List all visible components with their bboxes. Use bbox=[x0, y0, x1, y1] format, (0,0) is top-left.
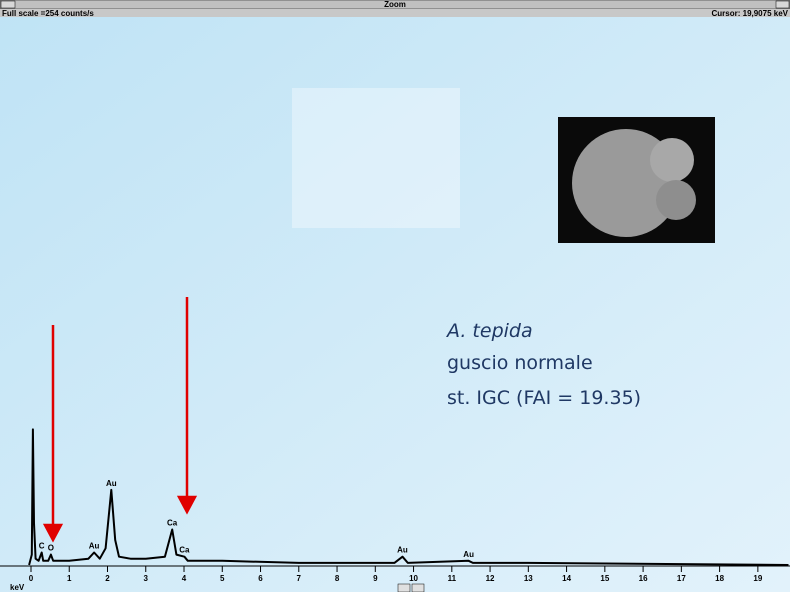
page: Zoom Full scale =254 counts/s Cursor: 19… bbox=[0, 0, 790, 592]
x-tick-label: 9 bbox=[373, 574, 378, 583]
x-tick-label: 19 bbox=[753, 574, 762, 583]
x-tick-label: 4 bbox=[182, 574, 187, 583]
peak-label: Au bbox=[106, 479, 117, 488]
peak-label: Ca bbox=[179, 546, 190, 555]
x-tick-label: 5 bbox=[220, 574, 225, 583]
foram-image bbox=[558, 117, 715, 243]
x-tick-label: 16 bbox=[639, 574, 648, 583]
species-name: A. tepida bbox=[445, 320, 533, 342]
system-menu[interactable] bbox=[1, 1, 15, 8]
x-tick-label: 18 bbox=[715, 574, 724, 583]
status-right: Cursor: 19,9075 keV bbox=[712, 9, 789, 18]
peak-label: Ca bbox=[167, 519, 178, 528]
x-tick-label: 12 bbox=[486, 574, 495, 583]
x-tick-label: 15 bbox=[600, 574, 609, 583]
x-tick-label: 14 bbox=[562, 574, 571, 583]
screen: Zoom Full scale =254 counts/s Cursor: 19… bbox=[0, 0, 790, 592]
peak-label: O bbox=[48, 544, 54, 553]
annotation-line: st. IGC (FAI = 19.35) bbox=[447, 387, 641, 409]
x-tick-label: 6 bbox=[258, 574, 263, 583]
x-tick-label: 7 bbox=[297, 574, 302, 583]
faint-panel bbox=[292, 88, 460, 228]
peak-label: C bbox=[39, 541, 45, 550]
window-title: Zoom bbox=[384, 0, 406, 9]
x-tick-label: 10 bbox=[409, 574, 418, 583]
x-tick-label: 0 bbox=[29, 574, 34, 583]
x-tick-label: 11 bbox=[448, 574, 457, 583]
x-tick-label: 13 bbox=[524, 574, 533, 583]
x-tick-label: 17 bbox=[677, 574, 686, 583]
peak-label: Au bbox=[397, 546, 408, 555]
x-tick-label: 2 bbox=[105, 574, 110, 583]
peak-label: Au bbox=[89, 541, 100, 550]
chamber bbox=[650, 138, 694, 182]
zoom-out-button[interactable] bbox=[412, 584, 424, 592]
zoom-in-button[interactable] bbox=[398, 584, 410, 592]
chamber bbox=[656, 180, 696, 220]
x-tick-label: 1 bbox=[67, 574, 72, 583]
x-tick-label: 3 bbox=[144, 574, 149, 583]
scroll-button[interactable] bbox=[776, 1, 789, 8]
x-tick-label: 8 bbox=[335, 574, 340, 583]
annotation-line: guscio normale bbox=[447, 352, 593, 374]
status-bar bbox=[0, 9, 790, 17]
status-left: Full scale =254 counts/s bbox=[2, 9, 94, 18]
x-axis-label: keV bbox=[10, 583, 25, 592]
peak-label: Au bbox=[463, 550, 474, 559]
